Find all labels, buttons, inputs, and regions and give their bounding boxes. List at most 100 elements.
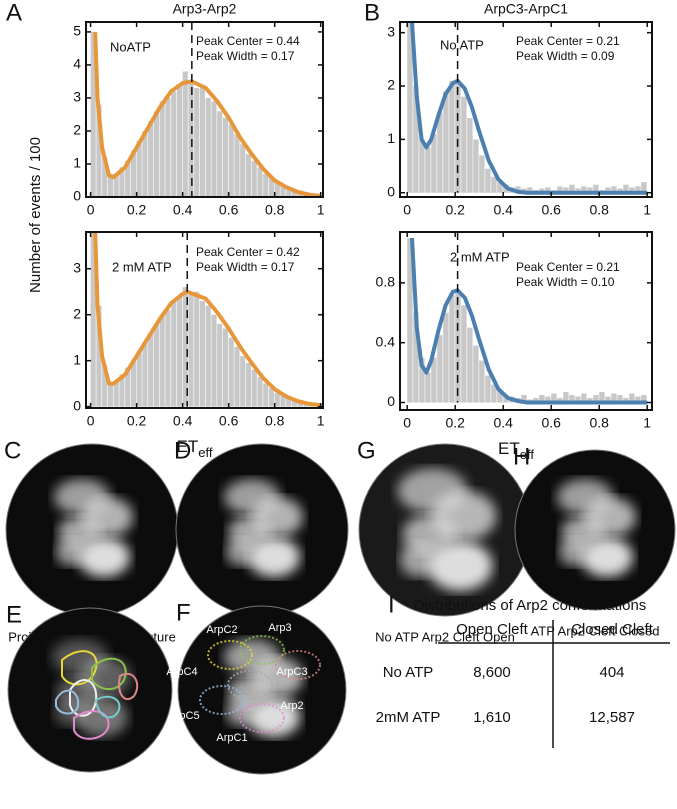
x-tick-label: 0.4 (173, 202, 193, 218)
y-tick-label: 0.8 (376, 274, 396, 290)
panel-letter: D (174, 437, 191, 464)
hist-bar (545, 396, 551, 403)
density-blob (400, 542, 440, 577)
hist-bar (581, 186, 587, 193)
hist-bar (107, 383, 114, 407)
hist-bar (280, 395, 286, 407)
panel-letter: B (364, 0, 380, 26)
hist-bar (491, 384, 497, 403)
hist-bar (425, 372, 431, 403)
hist-bar (257, 167, 263, 197)
hist-bar (222, 328, 229, 407)
condition-label: 2 mM ATP (450, 249, 510, 264)
density-blob (78, 537, 130, 577)
peak-center-text: Peak Center = 0.21 (516, 34, 620, 48)
hist-bar (623, 184, 629, 193)
peak-center-text: Peak Center = 0.42 (196, 245, 300, 259)
hist-bar (165, 97, 171, 197)
panel-letter: F (176, 599, 191, 626)
hist-bar (268, 177, 275, 197)
hist-bar (102, 157, 108, 197)
subunit-label: ArpC3 (276, 666, 307, 678)
x-axis-label-sub: eff (198, 445, 213, 460)
hist-bar (107, 173, 114, 197)
subunit-label: ArpC4 (166, 666, 197, 678)
hist-bar (461, 96, 467, 193)
x-axis-label-sub: eff (520, 447, 535, 462)
hist-bar (102, 365, 108, 407)
x-tick-label: 0 (403, 415, 411, 431)
hist-bar (96, 104, 102, 197)
hist-bar (425, 147, 431, 193)
x-tick-label: 1 (643, 202, 651, 218)
hist-bar (437, 112, 443, 193)
hist-bar (617, 188, 623, 193)
hist-bar (176, 84, 183, 197)
hist-bar (611, 393, 617, 403)
axes-frame (85, 21, 324, 198)
axes-frame (85, 231, 324, 409)
peak-width-text: Peak Width = 0.17 (196, 49, 295, 63)
peak-width-text: Peak Width = 0.17 (196, 260, 295, 274)
hist-bar (228, 124, 234, 197)
plot-area (407, 22, 648, 195)
hist-bar (593, 184, 599, 193)
hist-bar (113, 381, 119, 407)
hist-bar (467, 118, 473, 193)
hist-bar (263, 383, 269, 407)
hist-bar (605, 396, 611, 403)
hist-bar (419, 357, 425, 403)
x-axis-label-main: ET (498, 439, 520, 458)
hist-bar (251, 369, 257, 407)
y-tick-label: 1 (73, 155, 81, 171)
axes-frame (399, 21, 653, 198)
hist-bar (136, 351, 142, 407)
subunit-outline (118, 673, 139, 701)
x-tick-label: 1 (317, 202, 325, 218)
hist-bar (153, 111, 160, 197)
density-blob (427, 540, 493, 591)
chart-title: ArpC3-ArpC1 (484, 1, 568, 17)
subunit-outline (94, 695, 121, 719)
hist-bar (641, 182, 647, 193)
plot-area (90, 22, 321, 197)
hist-bar (125, 367, 131, 407)
subunit-label: Arp3 (268, 622, 291, 634)
y-tick-label: 2 (73, 305, 81, 321)
condition-label: NoATP (110, 39, 151, 54)
hist-bar (575, 396, 581, 403)
hist-bar (148, 333, 154, 407)
hist-bar (148, 121, 154, 197)
hist-bar (557, 398, 563, 403)
hist-bar (629, 393, 635, 403)
hist-bar (485, 375, 491, 403)
hist-bar (521, 395, 527, 403)
y-axis-label: Number of events / 100 (27, 137, 44, 293)
peak-width-text: Peak Width = 0.10 (516, 275, 615, 289)
hist-bar (234, 346, 240, 407)
x-tick-label: 0.8 (265, 413, 285, 429)
micrograph (224, 479, 303, 577)
axes-frame (399, 231, 653, 411)
density-blob (76, 697, 128, 737)
hist-bar (171, 300, 177, 407)
ribbon (275, 650, 321, 680)
hist-bar (443, 91, 449, 193)
hist-bar (491, 176, 497, 193)
hist-bar (245, 154, 252, 197)
density-blob (226, 538, 258, 566)
ribbon (239, 635, 285, 665)
panel-letter: H (513, 443, 530, 470)
x-tick-label: 0.4 (493, 202, 513, 218)
hist-bar (199, 84, 206, 197)
peak-width-text: Peak Width = 0.09 (516, 49, 615, 63)
subunit-outline (61, 650, 98, 686)
hist-bar (240, 144, 246, 197)
x-axis-label-main: ET (177, 437, 199, 456)
hist-bar (569, 184, 575, 193)
hist-bar (234, 134, 240, 197)
y-tick-label: 0 (387, 393, 395, 409)
x-tick-label: 1 (317, 413, 325, 429)
hist-bar (217, 111, 223, 197)
hist-bar (449, 294, 455, 403)
